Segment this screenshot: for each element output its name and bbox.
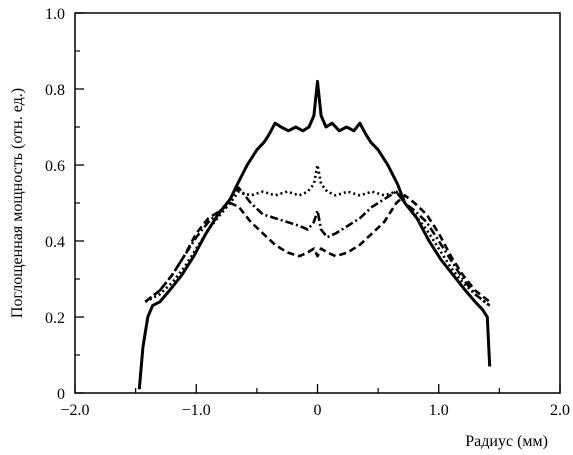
axis-tick-labels: −2.0 −1.0 0 1.0 2.0 0 0.2 0.4 0.6 0.8 1.0 xyxy=(45,6,570,419)
y-tick-label: 0.2 xyxy=(45,310,65,327)
x-tick-label: 2.0 xyxy=(550,402,570,419)
x-axis-title: Радиус (мм) xyxy=(465,433,548,450)
x-tick-label: 1.0 xyxy=(429,402,449,419)
x-tick-label: 0 xyxy=(314,402,322,419)
data-series xyxy=(137,79,492,390)
x-tick-label: −1.0 xyxy=(182,402,211,419)
series-dashdot-line xyxy=(144,186,491,307)
y-axis-title: Поглощенная мощность (отн. ед.) xyxy=(9,88,26,318)
axis-ticks xyxy=(74,12,561,394)
y-tick-label: 0.4 xyxy=(45,234,65,251)
y-tick-label: 0.6 xyxy=(45,158,65,175)
y-tick-label: 1.0 xyxy=(45,6,65,23)
x-tick-label: −2.0 xyxy=(60,402,89,419)
y-tick-label: 0.8 xyxy=(45,82,65,99)
y-tick-label: 0 xyxy=(57,386,65,403)
series-solid-line xyxy=(137,79,492,390)
series-dashed-line xyxy=(144,194,491,303)
